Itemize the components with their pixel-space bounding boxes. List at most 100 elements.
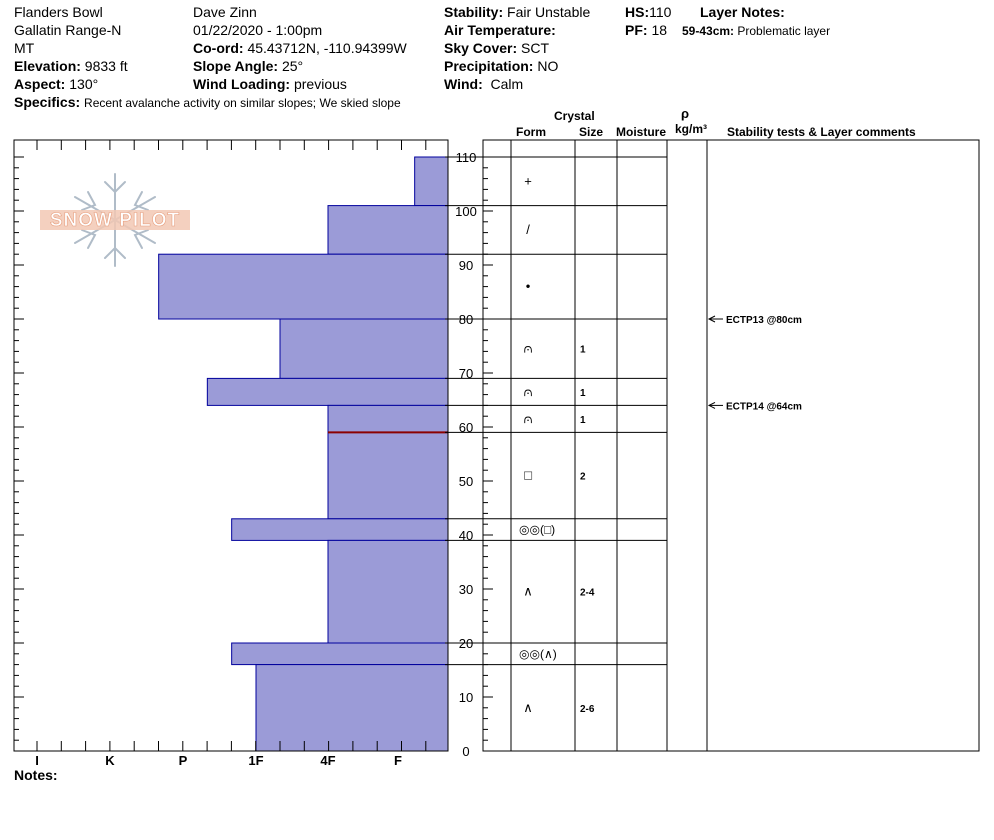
notes-label: Notes:: [14, 767, 58, 783]
hardness-bar: [255, 664, 449, 752]
crystal-header: Crystal: [554, 109, 595, 123]
logo-banner: [40, 210, 190, 230]
state-name: MT: [14, 40, 35, 56]
height-tick-label: 40: [459, 528, 473, 543]
hardness-bar: [327, 404, 449, 520]
coord-value: 45.43712N, -110.94399W: [247, 40, 407, 56]
aspect: Aspect: 130°: [14, 75, 98, 93]
wind-value: Calm: [490, 76, 524, 92]
hardness-tick-label: P: [179, 753, 188, 768]
stability-value: Fair Unstable: [507, 4, 591, 20]
grain-form: •: [526, 279, 531, 294]
hardness-tick-label: 1F: [248, 753, 263, 768]
grain-form: ⩀: [523, 341, 532, 356]
height-tick-label: 30: [459, 582, 473, 597]
sky-cover: Sky Cover: SCT: [444, 39, 549, 57]
grain-form: ∧: [523, 584, 533, 599]
stability-header: Stability tests & Layer comments: [727, 125, 916, 139]
height-tick-label: 50: [459, 474, 473, 489]
height-tick-label: 70: [459, 366, 473, 381]
density-symbol: ρ: [681, 106, 690, 121]
grain-size: 2: [580, 472, 586, 483]
pf: PF: 18: [625, 21, 667, 39]
logo-text: SNOW PILOT: [50, 210, 180, 231]
specifics-value: Recent avalanche activity on similar slo…: [84, 96, 401, 110]
density-unit: kg/m³: [675, 122, 708, 136]
grain-size: 2-4: [580, 588, 595, 599]
hardness-bar: [231, 642, 449, 666]
air-temperature: Air Temperature:: [444, 21, 556, 39]
stability-test-label: ECTP13 @80cm: [726, 315, 802, 326]
grain-form: +: [524, 173, 532, 188]
test-arrow-head: [707, 401, 716, 409]
height-tick-label: 100: [455, 204, 477, 219]
hs-value: 110: [649, 4, 672, 20]
snowpilot-logo: SNOW PILOT: [40, 173, 190, 267]
size-header: Size: [579, 125, 604, 139]
aspect-label: Aspect:: [14, 76, 66, 92]
layer-table-frame: [482, 139, 980, 752]
precip-label: Precipitation:: [444, 58, 534, 74]
layer-note-text: Problematic layer: [737, 24, 831, 38]
height-tick-label: 60: [459, 420, 473, 435]
hardness-tick-label: F: [394, 753, 402, 768]
pf-value: 18: [651, 22, 668, 38]
hardness-bar: [414, 156, 449, 207]
grain-form: □: [524, 468, 532, 483]
precipitation: Precipitation: NO: [444, 57, 558, 75]
hardness-bar: [279, 318, 449, 379]
layer-note-range: 59-43cm:: [682, 24, 735, 38]
sky-label: Sky Cover:: [444, 40, 518, 56]
grain-form: ◎◎(□): [519, 523, 555, 537]
slope-value: 25°: [281, 58, 304, 74]
hardness-bar: [158, 253, 449, 320]
hardness-axis-labels: I K P 1F 4F F: [35, 753, 402, 768]
location-name: Flanders Bowl: [14, 4, 103, 20]
coordinates: Co-ord: 45.43712N, -110.94399W: [193, 39, 407, 57]
air-temp-label: Air Temperature:: [444, 22, 556, 38]
grain-form: ∧: [523, 700, 533, 715]
aspect-value: 130°: [69, 76, 99, 92]
grain-form: /: [526, 222, 530, 237]
elevation-label: Elevation:: [14, 58, 81, 74]
specifics: Specifics: Recent avalanche activity on …: [14, 93, 401, 112]
elevation-value: 9833 ft: [84, 58, 128, 74]
height-tick-label: 0: [462, 744, 469, 759]
grain-size: 1: [580, 415, 586, 426]
layer-boundaries: [445, 156, 667, 666]
specifics-label: Specifics:: [14, 94, 81, 110]
grain-form: ⩀: [523, 384, 532, 399]
moisture-header: Moisture: [616, 125, 667, 139]
coord-label: Co-ord:: [193, 40, 244, 56]
wind: Wind: Calm: [444, 75, 523, 93]
grain-size: 1: [580, 345, 586, 356]
stability: Stability: Fair Unstable: [444, 3, 590, 21]
sky-value: SCT: [521, 40, 550, 56]
hardness-bar: [231, 518, 449, 541]
precip-value: NO: [537, 58, 559, 74]
wind-loading-value: previous: [293, 76, 347, 92]
height-tick-label: 10: [459, 690, 473, 705]
layer-rows: + / • ⩀ 1 ⩀ 1 ⩀ 1 □ 2 ◎◎(□) ∧ 2-4 ◎◎(∧) ∧ 2-6: [519, 173, 595, 715]
hardness-bar: [327, 205, 449, 255]
test-arrow-head: [707, 315, 716, 323]
stability-test-label: ECTP14 @64cm: [726, 401, 802, 412]
grain-size: 1: [580, 388, 586, 399]
wind-loading-label: Wind Loading:: [193, 76, 291, 92]
hardness-bar: [327, 539, 449, 644]
observer-name: Dave Zinn: [193, 4, 257, 20]
form-header: Form: [516, 125, 546, 139]
hs-label: HS:: [625, 4, 650, 20]
layer-notes-label: Layer Notes:: [700, 4, 785, 20]
elevation: Elevation: 9833 ft: [14, 57, 128, 75]
grain-size: 2-6: [580, 704, 595, 715]
hardness-tick-label: K: [105, 753, 115, 768]
grain-form: ⩀: [523, 411, 532, 426]
hardness-bars: [158, 156, 449, 752]
observation-datetime: 01/22/2020 - 1:00pm: [193, 22, 323, 38]
slope-angle: Slope Angle: 25°: [193, 57, 303, 75]
hs: HS:110: [625, 3, 671, 21]
hardness-tick-label: I: [35, 753, 39, 768]
hardness-axis-ticks: [36, 140, 427, 751]
